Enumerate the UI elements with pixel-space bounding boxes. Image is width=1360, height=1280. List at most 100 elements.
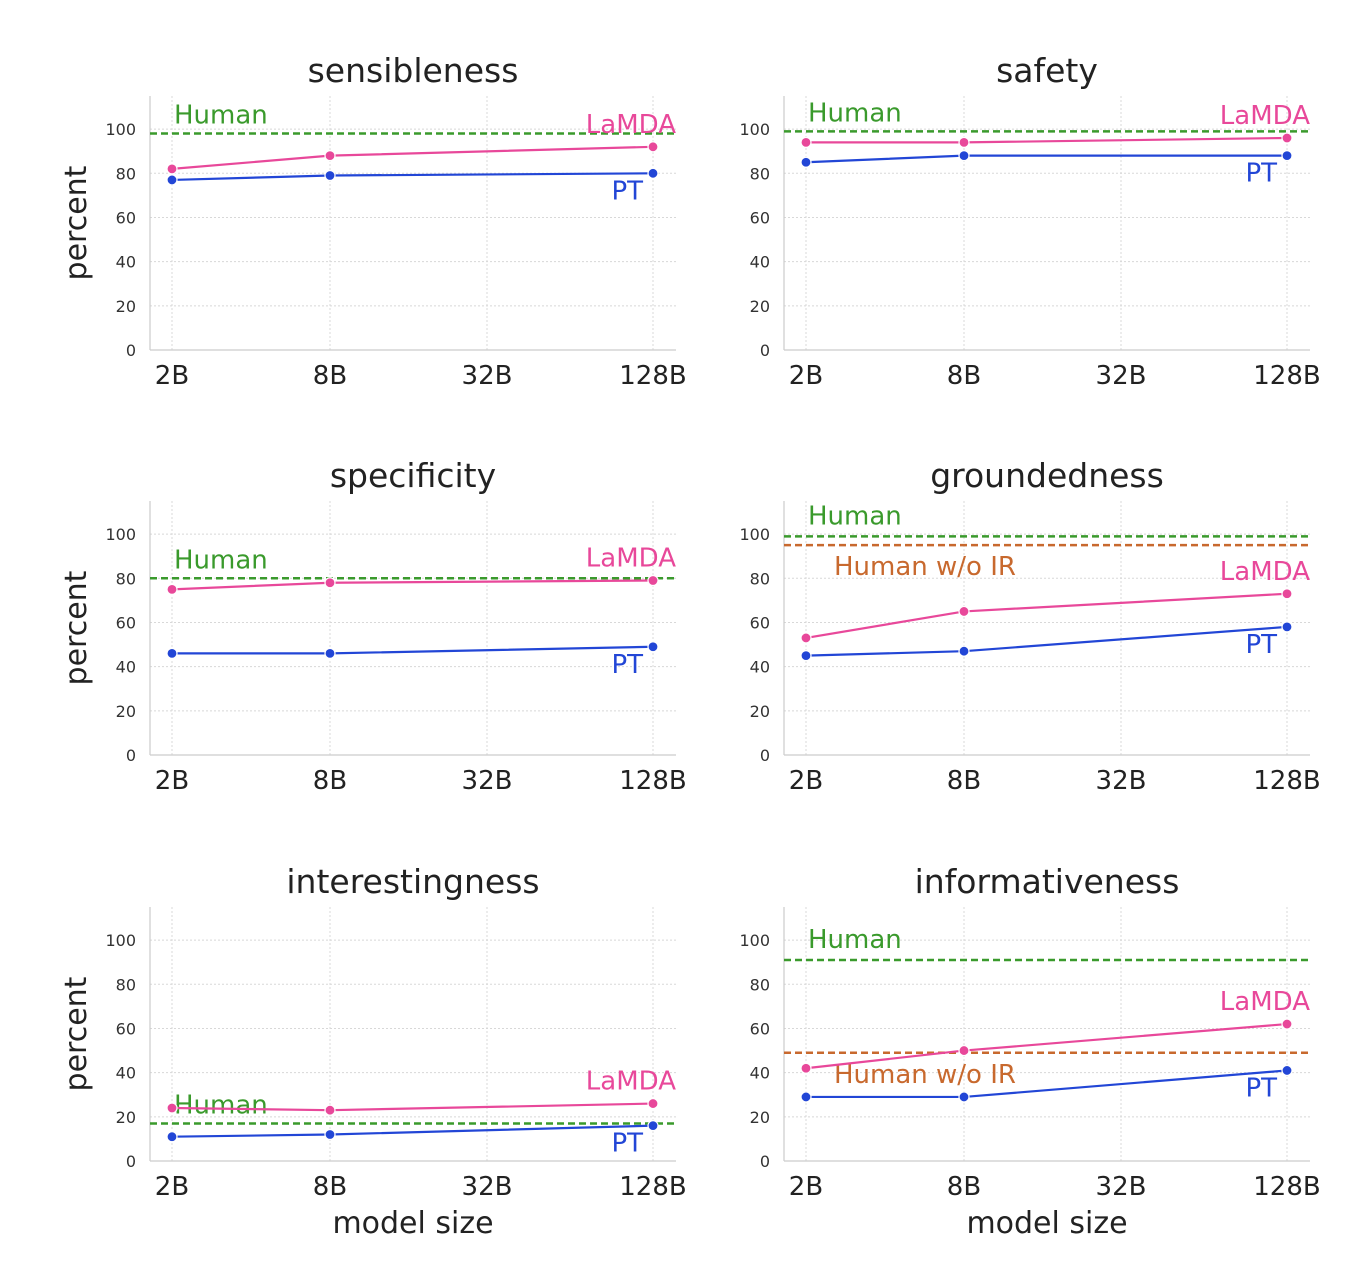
data-point-pt	[324, 169, 336, 182]
panel-interestingness: 0 20 40 60 80 100 2B 8B 32B 128B interestingness pe…	[59, 862, 687, 1241]
panel-title: safety	[996, 51, 1098, 90]
y-tick-label: 80	[116, 975, 136, 994]
data-point-pt	[958, 150, 970, 162]
y-tick-label: 60	[116, 613, 136, 632]
data-point-pt	[800, 156, 812, 168]
y-tick-label: 100	[105, 120, 136, 139]
data-point-lamda	[324, 1104, 336, 1116]
x-tick-label: 128B	[1253, 766, 1320, 796]
y-tick-label: 20	[750, 297, 770, 316]
data-point-lamda	[166, 1102, 178, 1114]
data-point-lamda	[800, 136, 812, 148]
y-tick-label: 60	[750, 1019, 770, 1038]
y-tick-label: 0	[760, 746, 770, 765]
data-point-lamda	[647, 574, 659, 587]
y-tick-label: 0	[126, 341, 136, 360]
x-tick-label: 128B	[619, 766, 686, 796]
y-tick-label: 0	[126, 746, 136, 765]
series-label-lamda: LaMDA	[586, 1067, 676, 1097]
series-label-lamda: LaMDA	[1220, 987, 1310, 1017]
x-tick-label: 8B	[947, 766, 981, 796]
y-tick-label: 20	[116, 297, 136, 316]
series-label-pt: PT	[611, 1129, 643, 1159]
data-point-lamda	[958, 605, 970, 618]
series-line-pt	[805, 625, 1288, 657]
panel-groundedness: 0 20 40 60 80 100 2B 8B 32B 128B groundedness Human…	[739, 456, 1320, 796]
x-axis-label: model size	[332, 1206, 493, 1241]
panel-title: specificity	[330, 456, 496, 495]
x-tick-label: 32B	[462, 361, 513, 391]
y-tick-label: 100	[739, 525, 770, 544]
data-point-pt	[958, 1091, 970, 1103]
data-point-pt	[1281, 621, 1293, 633]
data-point-pt	[1281, 1064, 1293, 1077]
y-tick-label: 20	[750, 1108, 770, 1127]
data-point-lamda	[647, 1097, 659, 1110]
reference-label: Human	[174, 1090, 268, 1120]
y-tick-label: 60	[750, 208, 770, 227]
x-tick-label: 8B	[947, 361, 981, 391]
y-axis-label: percent	[59, 976, 94, 1091]
data-point-lamda	[324, 150, 336, 162]
data-point-pt	[647, 167, 659, 179]
x-tick-label: 32B	[462, 766, 513, 796]
series-line-pt	[171, 1124, 654, 1138]
series-label-lamda: LaMDA	[1220, 557, 1310, 587]
y-tick-label: 100	[739, 120, 770, 139]
data-point-pt	[647, 641, 659, 653]
series-label-pt: PT	[611, 650, 643, 680]
series-line-lamda	[171, 145, 654, 170]
x-tick-label: 32B	[462, 1172, 513, 1202]
x-tick-label: 128B	[619, 1172, 686, 1202]
panel-title: groundedness	[930, 456, 1164, 495]
y-tick-label: 80	[750, 164, 770, 183]
reference-label: Human	[174, 545, 268, 575]
y-axis-label: percent	[59, 570, 94, 685]
data-point-lamda	[324, 577, 336, 589]
y-tick-label: 80	[116, 164, 136, 183]
data-point-pt	[166, 174, 178, 186]
data-point-pt	[166, 647, 178, 660]
data-point-pt	[958, 645, 970, 657]
data-point-pt	[324, 647, 336, 660]
reference-label: Human	[808, 501, 902, 531]
y-tick-label: 40	[750, 253, 770, 272]
x-tick-label: 2B	[789, 766, 823, 796]
x-tick-label: 2B	[789, 361, 823, 391]
y-tick-label: 60	[116, 208, 136, 227]
series-label-pt: PT	[611, 176, 643, 206]
data-point-pt	[800, 650, 812, 662]
reference-label: Human	[808, 98, 902, 128]
reference-label: Human	[174, 101, 268, 131]
y-tick-label: 40	[116, 253, 136, 272]
series-label-lamda: LaMDA	[586, 544, 676, 574]
series-line-pt	[172, 645, 654, 655]
x-tick-label: 8B	[947, 1172, 981, 1202]
y-tick-label: 40	[750, 658, 770, 677]
y-axis-label: percent	[59, 165, 94, 280]
x-axis-label: model size	[966, 1206, 1127, 1241]
data-point-lamda	[166, 583, 178, 595]
y-tick-label: 80	[116, 569, 136, 588]
y-tick-label: 0	[126, 1152, 136, 1171]
y-tick-label: 100	[105, 931, 136, 950]
series-line-pt	[171, 172, 654, 182]
x-tick-label: 8B	[313, 1172, 347, 1202]
panel-title: interestingness	[286, 862, 539, 901]
data-point-lamda	[1281, 588, 1293, 600]
series-line-lamda	[171, 579, 654, 591]
y-tick-label: 80	[750, 569, 770, 588]
data-point-lamda	[958, 1044, 970, 1057]
data-point-lamda	[1281, 132, 1293, 144]
data-point-pt	[166, 1131, 178, 1143]
x-tick-label: 128B	[1253, 1172, 1320, 1202]
reference-label: Human w/o IR	[834, 1060, 1016, 1090]
x-tick-label: 32B	[1096, 766, 1147, 796]
data-point-lamda	[166, 163, 178, 175]
data-point-pt	[1281, 150, 1293, 162]
x-tick-label: 8B	[313, 361, 347, 391]
data-point-lamda	[800, 632, 812, 644]
y-tick-label: 100	[739, 931, 770, 950]
series-label-lamda: LaMDA	[1220, 101, 1310, 131]
x-tick-label: 32B	[1096, 361, 1147, 391]
